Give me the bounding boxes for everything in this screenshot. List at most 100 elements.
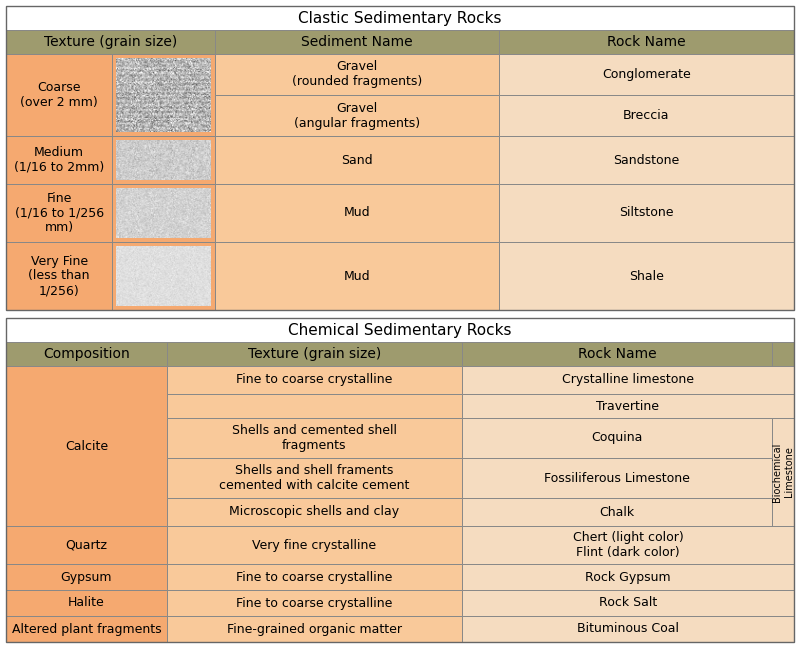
Bar — [6, 318, 794, 342]
Bar — [498, 95, 794, 136]
Text: Clastic Sedimentary Rocks: Clastic Sedimentary Rocks — [298, 11, 502, 25]
Bar — [6, 590, 167, 616]
Text: Mud: Mud — [343, 206, 370, 220]
Bar — [6, 30, 215, 54]
Text: Rock Salt: Rock Salt — [598, 596, 657, 610]
Bar — [167, 498, 462, 526]
Bar — [112, 242, 215, 310]
Bar — [6, 366, 167, 526]
Bar — [498, 54, 794, 95]
Text: Coquina: Coquina — [591, 431, 642, 444]
Bar — [112, 54, 215, 136]
Bar — [6, 184, 112, 242]
Bar — [112, 136, 215, 184]
Bar — [6, 616, 167, 642]
Text: Crystalline limestone: Crystalline limestone — [562, 373, 694, 387]
Text: Shells and shell framents
cemented with calcite cement: Shells and shell framents cemented with … — [219, 464, 410, 492]
Text: Travertine: Travertine — [596, 399, 659, 413]
Text: Shale: Shale — [629, 269, 664, 283]
Bar — [167, 590, 462, 616]
Bar — [462, 394, 794, 418]
Bar — [6, 318, 794, 642]
Bar — [498, 242, 794, 310]
Text: Fine
(1/16 to 1/256
mm): Fine (1/16 to 1/256 mm) — [14, 192, 104, 234]
Text: Breccia: Breccia — [623, 109, 670, 122]
Bar — [772, 418, 794, 526]
Bar — [167, 366, 462, 394]
Bar — [215, 136, 498, 184]
Bar — [112, 184, 215, 242]
Bar — [112, 242, 215, 310]
Text: Calcite: Calcite — [65, 440, 108, 452]
Text: Sediment Name: Sediment Name — [301, 35, 413, 49]
Bar — [215, 242, 498, 310]
Text: Quartz: Quartz — [66, 539, 107, 551]
Text: Texture (grain size): Texture (grain size) — [44, 35, 177, 49]
Text: Fine to coarse crystalline: Fine to coarse crystalline — [236, 373, 393, 387]
Text: Sand: Sand — [341, 153, 373, 167]
Bar — [462, 616, 794, 642]
Bar — [462, 366, 794, 394]
Text: Bituminous Coal: Bituminous Coal — [577, 622, 679, 636]
Text: Medium
(1/16 to 2mm): Medium (1/16 to 2mm) — [14, 146, 104, 174]
Text: Siltstone: Siltstone — [619, 206, 674, 220]
Text: Gravel
(angular fragments): Gravel (angular fragments) — [294, 101, 420, 129]
Bar — [462, 590, 794, 616]
Text: Coarse
(over 2 mm): Coarse (over 2 mm) — [20, 81, 98, 109]
Text: Shells and cemented shell
fragments: Shells and cemented shell fragments — [232, 424, 397, 452]
Bar — [215, 30, 498, 54]
Text: Halite: Halite — [68, 596, 105, 610]
Bar — [498, 184, 794, 242]
Bar — [498, 136, 794, 184]
Bar — [6, 242, 112, 310]
Bar — [6, 54, 112, 136]
Text: Chert (light color)
Flint (dark color): Chert (light color) Flint (dark color) — [573, 531, 683, 559]
Bar — [462, 458, 772, 498]
Text: Gypsum: Gypsum — [61, 570, 112, 584]
Text: Very fine crystalline: Very fine crystalline — [252, 539, 376, 551]
Text: Rock Gypsum: Rock Gypsum — [585, 570, 670, 584]
Text: Mud: Mud — [343, 269, 370, 283]
Bar — [167, 458, 462, 498]
Text: Texture (grain size): Texture (grain size) — [248, 347, 381, 361]
Bar — [215, 184, 498, 242]
Bar — [6, 136, 112, 184]
Text: Biochemical
Limestone: Biochemical Limestone — [772, 442, 794, 502]
Bar — [167, 342, 462, 366]
Bar — [112, 136, 215, 184]
Bar — [6, 564, 167, 590]
Text: Sandstone: Sandstone — [613, 153, 679, 167]
Text: Fine-grained organic matter: Fine-grained organic matter — [227, 622, 402, 636]
Bar — [167, 616, 462, 642]
Bar — [167, 418, 462, 458]
Text: Fossiliferous Limestone: Fossiliferous Limestone — [544, 472, 690, 484]
Bar — [167, 526, 462, 564]
Text: Conglomerate: Conglomerate — [602, 68, 690, 81]
Text: Rock Name: Rock Name — [607, 35, 686, 49]
Text: Microscopic shells and clay: Microscopic shells and clay — [230, 505, 399, 519]
Text: Chemical Sedimentary Rocks: Chemical Sedimentary Rocks — [288, 322, 512, 338]
Text: Very Fine
(less than
1/256): Very Fine (less than 1/256) — [29, 255, 90, 297]
Bar — [112, 54, 215, 136]
Bar — [167, 394, 462, 418]
Bar — [462, 564, 794, 590]
Bar — [462, 418, 772, 458]
Bar — [167, 564, 462, 590]
Text: Fine to coarse crystalline: Fine to coarse crystalline — [236, 570, 393, 584]
Bar — [215, 54, 498, 95]
Bar — [498, 30, 794, 54]
Bar — [112, 184, 215, 242]
Bar — [772, 342, 794, 366]
Text: Gravel
(rounded fragments): Gravel (rounded fragments) — [291, 60, 422, 88]
Bar — [462, 342, 772, 366]
Bar — [6, 6, 794, 310]
Text: Chalk: Chalk — [599, 505, 634, 519]
Bar — [6, 6, 794, 30]
Bar — [6, 526, 167, 564]
Bar — [215, 95, 498, 136]
Text: Fine to coarse crystalline: Fine to coarse crystalline — [236, 596, 393, 610]
Text: Composition: Composition — [43, 347, 130, 361]
Text: Rock Name: Rock Name — [578, 347, 656, 361]
Bar — [462, 526, 794, 564]
Bar — [6, 342, 167, 366]
